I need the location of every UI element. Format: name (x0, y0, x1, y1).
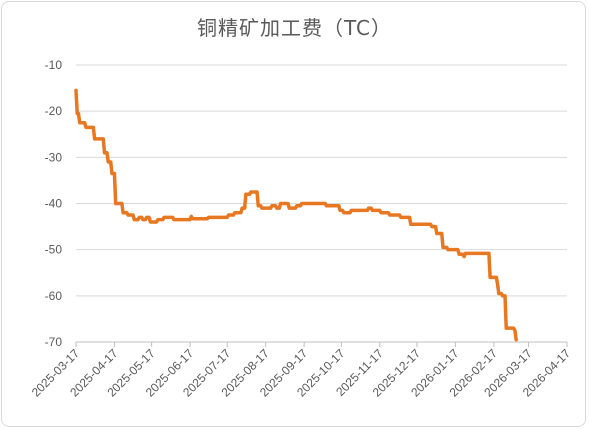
y-tick-label: -60 (45, 289, 63, 303)
y-tick-label: -20 (45, 104, 63, 118)
y-tick-label: -50 (45, 243, 63, 257)
chart-title: 铜精矿加工费（TC） (196, 16, 392, 40)
series-line (74, 88, 518, 342)
x-axis-ticks: 2025-03-172025-04-172025-05-172025-06-17… (29, 342, 573, 400)
y-axis-ticks: -10 -20 -30 -40 -50 -60 -70 (45, 58, 63, 349)
series-group (74, 88, 518, 342)
y-tick-label: -30 (45, 150, 63, 164)
y-tick-label: -10 (45, 58, 63, 72)
y-tick-label: -70 (45, 335, 63, 349)
y-tick-label: -40 (45, 197, 63, 211)
